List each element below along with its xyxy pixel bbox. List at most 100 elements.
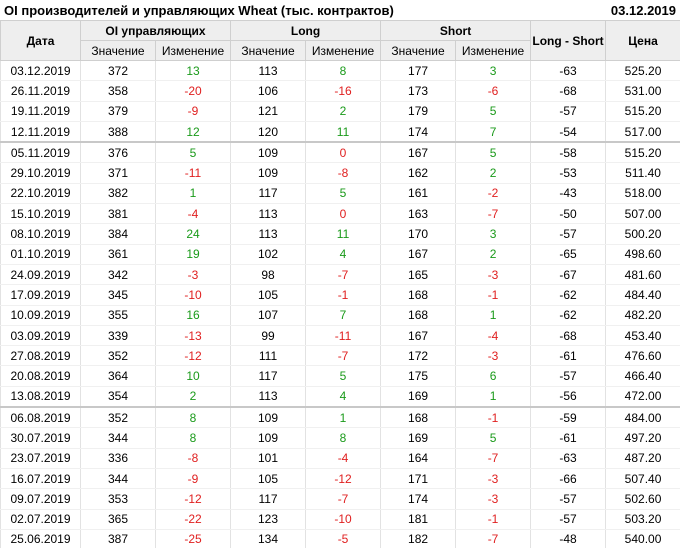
table-cell: 172 bbox=[380, 345, 457, 367]
table-cell: 171 bbox=[380, 468, 457, 490]
table-cell: 352 bbox=[80, 406, 156, 429]
table-cell: -1 bbox=[455, 406, 532, 429]
table-cell: 30.07.2019 bbox=[0, 427, 81, 449]
table-cell: 123 bbox=[230, 509, 307, 530]
table-cell: -1 bbox=[305, 284, 382, 306]
table-cell: 515.20 bbox=[605, 101, 680, 122]
table-row: 01.10.2019 361 19 102 4 167 2 -65 498.60 bbox=[0, 244, 680, 265]
table-cell: -3 bbox=[455, 264, 532, 286]
table-cell: -68 bbox=[530, 325, 607, 347]
header-cell: Значение bbox=[80, 40, 156, 61]
table-cell: 5 bbox=[154, 141, 232, 164]
table-cell: 502.60 bbox=[605, 488, 680, 510]
table-cell: 162 bbox=[380, 162, 457, 184]
table-cell: 12.11.2019 bbox=[0, 121, 81, 143]
table-cell: 5 bbox=[305, 365, 382, 387]
table-cell: 497.20 bbox=[605, 427, 680, 449]
table-cell: 466.40 bbox=[605, 365, 680, 387]
table-row: 03.12.2019 372 13 113 8 177 3 -63 525.20 bbox=[0, 60, 680, 82]
table-cell: -57 bbox=[530, 223, 607, 245]
table-cell: 101 bbox=[230, 448, 307, 469]
table-cell: 503.20 bbox=[605, 509, 680, 530]
table-cell: 117 bbox=[230, 365, 307, 387]
table-cell: 4 bbox=[305, 386, 382, 408]
table-cell: -59 bbox=[530, 406, 607, 429]
table-cell: 525.20 bbox=[605, 60, 680, 82]
title: OI производителей и управляющих Wheat (т… bbox=[4, 2, 394, 18]
table-cell: 169 bbox=[380, 386, 457, 408]
table-cell: 182 bbox=[380, 529, 457, 548]
table-cell: 22.10.2019 bbox=[0, 183, 81, 205]
table-cell: 19 bbox=[154, 244, 232, 265]
table-cell: 484.00 bbox=[605, 406, 680, 429]
table-cell: 387 bbox=[80, 529, 156, 548]
table-row: 10.09.2019 355 16 107 7 168 1 -62 482.20 bbox=[0, 305, 680, 326]
table-cell: 1 bbox=[455, 305, 532, 326]
table-cell: -1 bbox=[455, 509, 532, 530]
table-cell: 2 bbox=[154, 386, 232, 408]
table-cell: -7 bbox=[305, 264, 382, 286]
table-cell: -7 bbox=[455, 448, 532, 469]
header-cell: Дата bbox=[0, 20, 81, 61]
table-cell: 342 bbox=[80, 264, 156, 286]
table-cell: 10 bbox=[154, 365, 232, 387]
table-row: 19.11.2019 379 -9 121 2 179 5 -57 515.20 bbox=[0, 101, 680, 122]
table-cell: 168 bbox=[380, 284, 457, 306]
table-cell: -67 bbox=[530, 264, 607, 286]
header-cell: OI управляющих bbox=[79, 20, 232, 41]
table-cell: 08.10.2019 bbox=[0, 223, 81, 245]
table-cell: 484.40 bbox=[605, 284, 680, 306]
table-cell: -54 bbox=[530, 121, 607, 143]
table-cell: 19.11.2019 bbox=[0, 101, 81, 122]
table-cell: -7 bbox=[455, 529, 532, 548]
table-cell: 174 bbox=[380, 121, 457, 143]
table-cell: 27.08.2019 bbox=[0, 345, 81, 367]
table-cell: -1 bbox=[455, 284, 532, 306]
table-cell: 476.60 bbox=[605, 345, 680, 367]
table-cell: 161 bbox=[380, 183, 457, 205]
table-row: 08.10.2019 384 24 113 11 170 3 -57 500.20 bbox=[0, 223, 680, 245]
table-row: 05.11.2019 376 5 109 0 167 5 -58 515.20 bbox=[0, 141, 680, 164]
table-cell: 105 bbox=[230, 468, 307, 490]
table-cell: 388 bbox=[80, 121, 156, 143]
table-cell: 109 bbox=[230, 162, 307, 184]
table-cell: -8 bbox=[305, 162, 382, 184]
table-cell: 507.40 bbox=[605, 468, 680, 490]
report-date: 03.12.2019 bbox=[610, 2, 676, 18]
table-cell: -50 bbox=[530, 203, 607, 225]
table-cell: 26.11.2019 bbox=[0, 80, 81, 102]
table-cell: 29.10.2019 bbox=[0, 162, 81, 184]
table-cell: -4 bbox=[305, 448, 382, 469]
table-cell: -57 bbox=[530, 101, 607, 122]
table-cell: 339 bbox=[80, 325, 156, 347]
header-cell: Значение bbox=[380, 40, 457, 61]
table-cell: 500.20 bbox=[605, 223, 680, 245]
table-cell: -43 bbox=[530, 183, 607, 205]
table-cell: 113 bbox=[230, 223, 307, 245]
table-cell: -62 bbox=[530, 305, 607, 326]
header-cell: Изменение bbox=[455, 40, 532, 61]
table-row: 27.08.2019 352 -12 111 -7 172 -3 -61 476.60 bbox=[0, 345, 680, 367]
table-cell: 98 bbox=[230, 264, 307, 286]
table-cell: 7 bbox=[455, 121, 532, 143]
table-cell: 1 bbox=[305, 406, 382, 429]
table-cell: 03.09.2019 bbox=[0, 325, 81, 347]
table-row: 24.09.2019 342 -3 98 -7 165 -3 -67 481.60 bbox=[0, 264, 680, 286]
table-cell: -11 bbox=[305, 325, 382, 347]
table-cell: 5 bbox=[305, 183, 382, 205]
table-cell: -2 bbox=[455, 183, 532, 205]
table-row: 06.08.2019 352 8 109 1 168 -1 -59 484.00 bbox=[0, 406, 680, 429]
table-cell: -4 bbox=[455, 325, 532, 347]
table-row: 29.10.2019 371 -11 109 -8 162 2 -53 511.40 bbox=[0, 162, 680, 184]
table-cell: -53 bbox=[530, 162, 607, 184]
table-cell: -5 bbox=[305, 529, 382, 548]
table-cell: 11 bbox=[305, 121, 382, 143]
table-cell: 6 bbox=[455, 365, 532, 387]
table-cell: 353 bbox=[80, 488, 156, 510]
table-cell: 507.00 bbox=[605, 203, 680, 225]
table-cell: 111 bbox=[230, 345, 307, 367]
table-cell: 2 bbox=[455, 162, 532, 184]
table-cell: 15.10.2019 bbox=[0, 203, 81, 225]
table-cell: 511.40 bbox=[605, 162, 680, 184]
table-cell: 8 bbox=[305, 427, 382, 449]
